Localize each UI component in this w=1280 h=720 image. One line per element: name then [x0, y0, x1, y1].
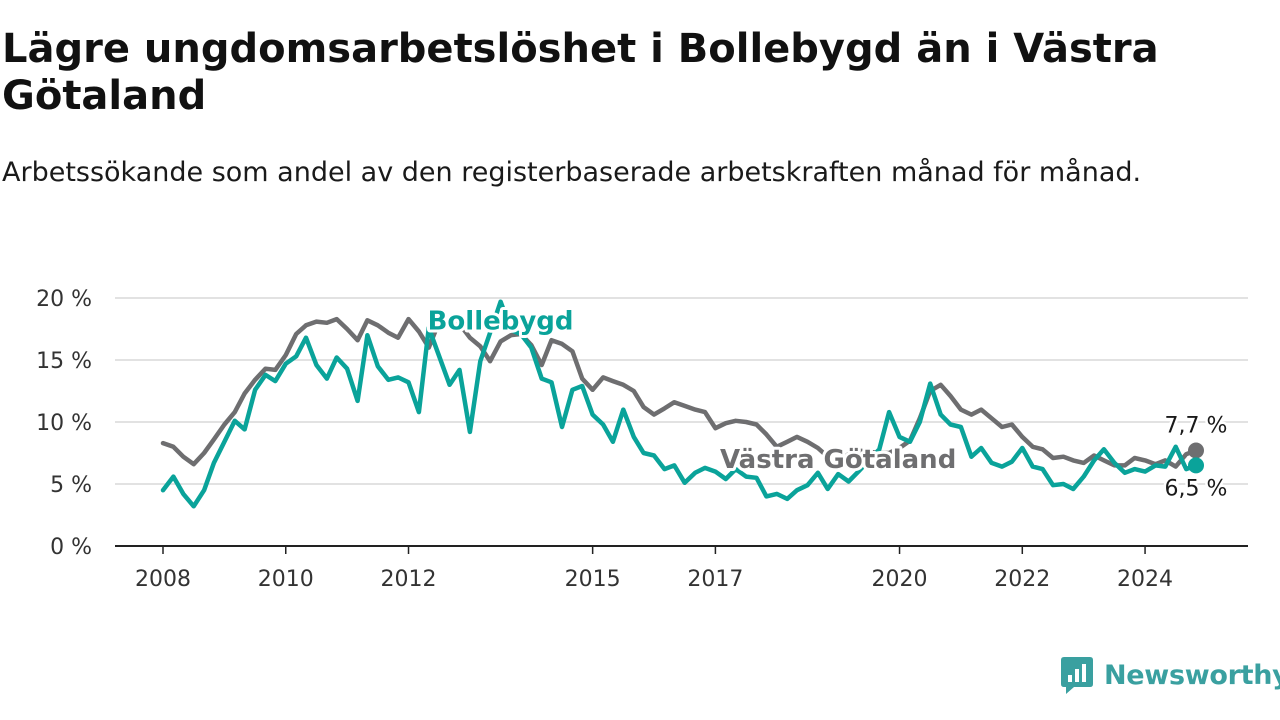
end-point-marker [1188, 442, 1204, 459]
series-annotation: Bollebygd [428, 306, 574, 336]
chart-subtitle: Arbetssökande som andel av den registerb… [2, 157, 1142, 188]
x-tick-label: 2010 [258, 567, 314, 592]
y-tick-label: 0 % [50, 535, 92, 560]
x-axis: 2008 2010 2012 2015 2017 2020 2022 2024 [115, 545, 1248, 592]
series-annotations: Bollebygd Västra Götaland [425, 303, 960, 478]
y-tick-label: 10 % [36, 411, 92, 436]
x-tick-label: 2024 [1117, 567, 1173, 592]
x-tick-label: 2017 [687, 567, 743, 592]
end-value-labels: 7,7 % 6,5 % [1162, 411, 1230, 504]
series-annotation: Västra Götaland [720, 445, 956, 475]
series-line-v-stra-g-taland [160, 316, 1199, 469]
y-axis-tick-labels: 0 % 5 % 10 % 15 % 20 % [36, 287, 92, 560]
y-tick-label: 5 % [50, 473, 92, 498]
end-value-label: 7,7 % [1165, 414, 1228, 439]
y-tick-label: 20 % [36, 287, 92, 312]
x-tick-label: 2020 [872, 567, 928, 592]
grid-lines [115, 297, 1248, 485]
x-tick-label: 2015 [565, 567, 621, 592]
newsworthy-logo: Newsworthy [1060, 655, 1280, 695]
end-point-marker [1188, 457, 1204, 474]
y-tick-label: 15 % [36, 349, 92, 374]
series-line-bollebygd [160, 299, 1199, 509]
series-lines [160, 299, 1199, 509]
brand-name: Newsworthy [1104, 659, 1280, 691]
end-value-label: 6,5 % [1165, 476, 1228, 501]
newsworthy-logo-icon [1061, 657, 1093, 694]
chart-title: Lägre ungdomsarbetslöshet i Bollebygd än… [2, 26, 1159, 119]
x-tick-label: 2008 [135, 567, 191, 592]
x-tick-label: 2012 [381, 567, 437, 592]
x-tick-label: 2022 [994, 567, 1050, 592]
